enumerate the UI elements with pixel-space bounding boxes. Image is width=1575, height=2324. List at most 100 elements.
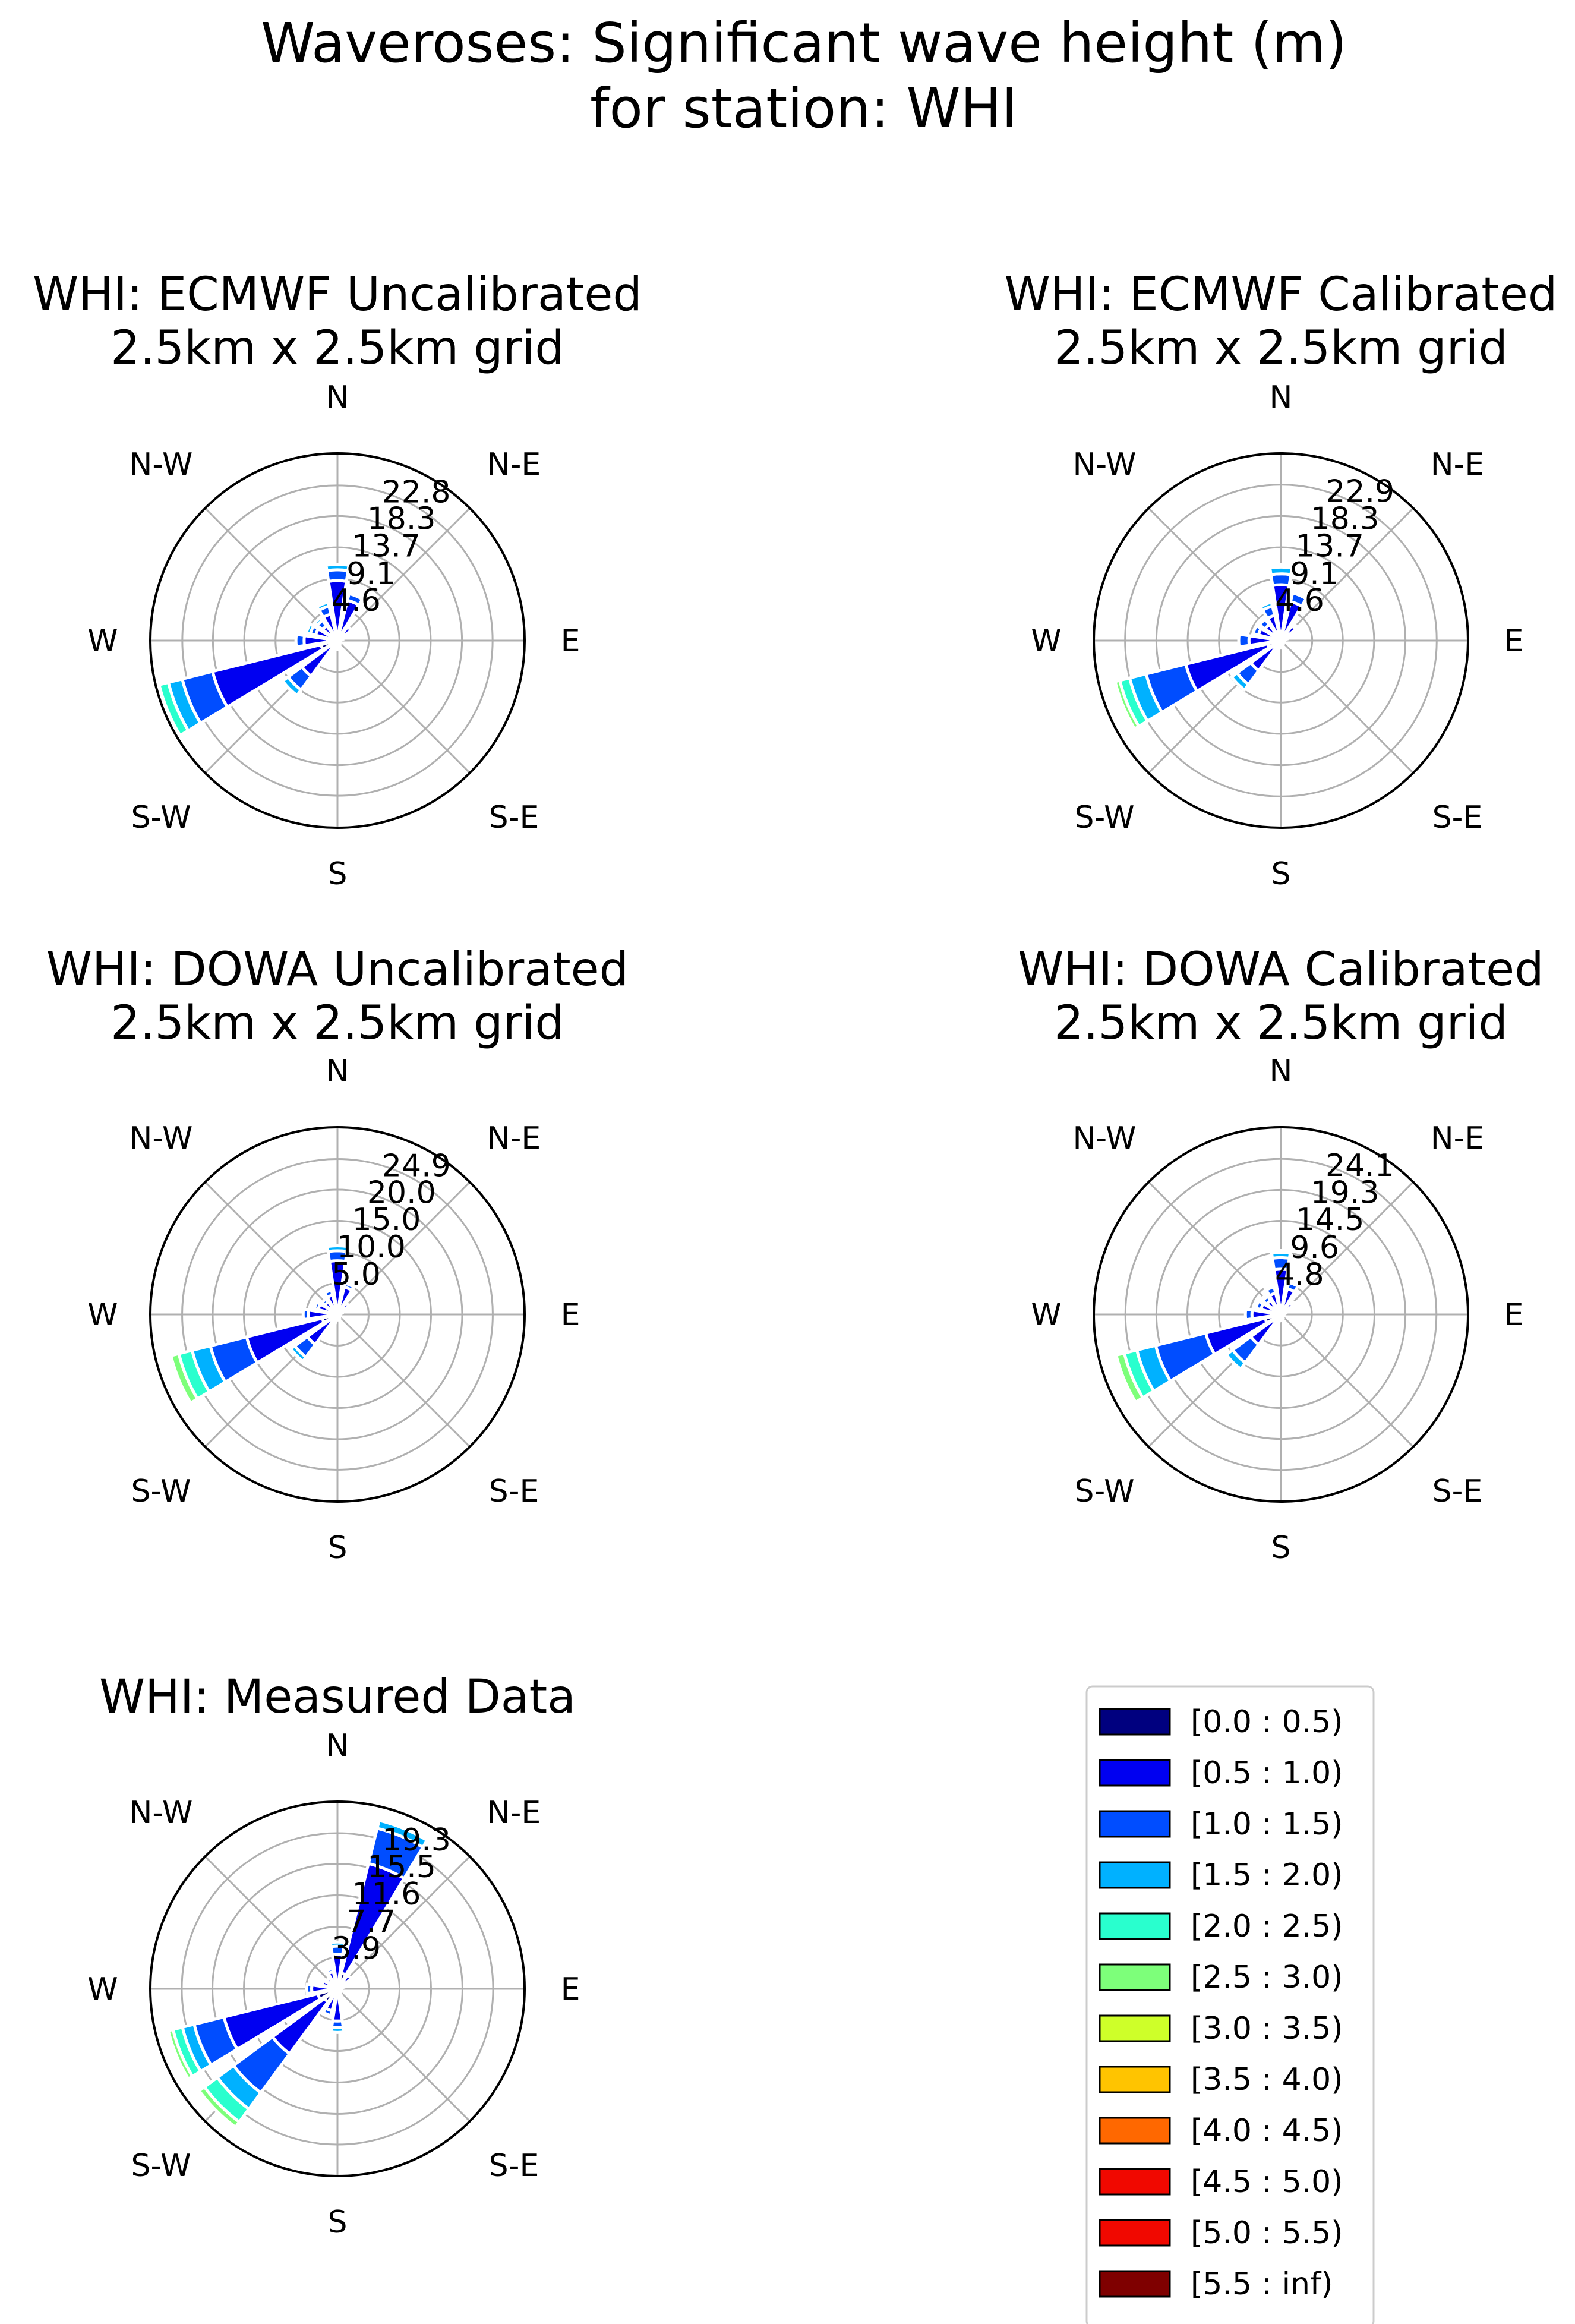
panel-subtitle: 2.5km x 2.5km grid bbox=[1054, 997, 1508, 1050]
petal-segment-dir-270-bin-2 bbox=[294, 632, 307, 649]
petal-segment-dir-0-bin-3 bbox=[324, 563, 351, 573]
petal-segment-dir-292.5-bin-2 bbox=[1254, 1299, 1265, 1311]
angular-gridline bbox=[336, 1988, 471, 2122]
radial-tick-label: 14.5 bbox=[1296, 1202, 1365, 1238]
legend-label: [2.5 : 3.0) bbox=[1191, 1960, 1343, 1995]
petal-segment-dir-225-bin-3 bbox=[280, 674, 304, 698]
radial-tick-label: 19.3 bbox=[382, 1822, 451, 1858]
radial-tick-label: 15.5 bbox=[367, 1849, 436, 1885]
compass-label-sw: S-W bbox=[131, 1474, 191, 1509]
compass-label-w: W bbox=[1031, 623, 1061, 659]
legend-label: [4.0 : 4.5) bbox=[1191, 2113, 1343, 2149]
radial-tick-label: 11.6 bbox=[352, 1877, 421, 1912]
compass-label-w: W bbox=[87, 1297, 118, 1333]
radial-tick-label: 10.0 bbox=[337, 1229, 406, 1265]
radial-tick-label: 19.3 bbox=[1311, 1175, 1380, 1211]
petal-segment-dir-315-bin-3 bbox=[1259, 1292, 1270, 1303]
angular-gridline bbox=[1280, 639, 1414, 774]
compass-label-se: S-E bbox=[489, 800, 539, 835]
compass-label-ne: N-E bbox=[1431, 1121, 1485, 1156]
petal-segment-dir-270-bin-2 bbox=[305, 1982, 314, 1995]
petal-segment-dir-337.5-bin-3 bbox=[1258, 600, 1274, 613]
radial-tick-label: 9.1 bbox=[346, 556, 396, 592]
petal-segment-dir-315-bin-3 bbox=[1255, 614, 1268, 627]
compass-label-ne: N-E bbox=[487, 447, 541, 483]
petal-segment-dir-0-bin-3 bbox=[325, 1244, 350, 1253]
petal-segment-dir-247.5-bin-5 bbox=[1114, 1351, 1145, 1405]
compass-label-e: E bbox=[561, 1297, 580, 1333]
legend: [0.0 : 0.5) [0.5 : 1.0) [1.0 : 1.5) [1.5 : … bbox=[1085, 1685, 1375, 2324]
angular-gridline bbox=[336, 1856, 471, 1990]
radial-tick-label: 5.0 bbox=[332, 1257, 381, 1292]
compass-label-s: S bbox=[327, 856, 347, 892]
compass-label-s: S bbox=[327, 2205, 347, 2240]
petal-segment-dir-22.5-bin-2 bbox=[345, 592, 365, 607]
compass-label-w: W bbox=[87, 623, 118, 659]
radial-tick-label: 13.7 bbox=[1295, 529, 1364, 565]
legend-label: [2.0 : 2.5) bbox=[1191, 1909, 1343, 1944]
radial-tick-label: 3.9 bbox=[332, 1931, 381, 1967]
panel-title: WHI: ECMWF Uncalibrated bbox=[33, 268, 642, 321]
compass-label-s: S bbox=[1271, 1530, 1290, 1566]
legend-label: [1.0 : 1.5) bbox=[1191, 1806, 1343, 1842]
radial-tick-label: 18.3 bbox=[367, 502, 436, 537]
petal-segment-dir-225-bin-3 bbox=[1224, 1348, 1248, 1371]
petal-segment-dir-0-bin-3 bbox=[329, 1940, 346, 1948]
legend-swatch bbox=[1099, 2014, 1171, 2042]
angular-gridline bbox=[204, 1181, 339, 1316]
compass-label-w: W bbox=[87, 1972, 118, 2007]
radial-tick-label: 4.6 bbox=[332, 583, 381, 619]
petal-segment-dir-337.5-bin-3 bbox=[315, 600, 331, 613]
petal-segment-dir-45-bin-2 bbox=[1289, 621, 1301, 632]
legend-swatch bbox=[1099, 1912, 1171, 1940]
radial-tick-label: 9.1 bbox=[1290, 556, 1339, 592]
compass-label-e: E bbox=[561, 1972, 580, 2007]
angular-gridline bbox=[1148, 507, 1282, 642]
legend-label: [0.5 : 1.0) bbox=[1191, 1755, 1343, 1791]
panel-title: WHI: DOWA Uncalibrated bbox=[46, 943, 629, 997]
panel-subtitle: 2.5km x 2.5km grid bbox=[111, 997, 564, 1050]
compass-label-w: W bbox=[1031, 1297, 1061, 1333]
radial-tick-label: 9.6 bbox=[1290, 1230, 1339, 1266]
polar-frame bbox=[1093, 452, 1469, 829]
angular-gridline bbox=[204, 507, 339, 642]
compass-label-sw: S-W bbox=[131, 800, 191, 835]
legend-label: [3.5 : 4.0) bbox=[1191, 2062, 1343, 2098]
compass-label-ne: N-E bbox=[487, 1121, 541, 1156]
petal-segment-dir-247.5-bin-5 bbox=[1113, 679, 1141, 731]
petal-segment-dir-337.5-bin-2 bbox=[322, 1288, 334, 1300]
radial-tick-label: 22.9 bbox=[1325, 474, 1394, 510]
radial-tick-label: 24.9 bbox=[382, 1148, 451, 1184]
angular-gridline bbox=[336, 1313, 471, 1448]
petal-segment-dir-292.5-bin-2 bbox=[313, 1300, 323, 1311]
petal-segment-dir-247.5-bin-4 bbox=[157, 680, 191, 738]
petal-segment-dir-270-bin-2 bbox=[301, 1307, 311, 1322]
panel-subtitle: 2.5km x 2.5km grid bbox=[111, 321, 564, 375]
compass-label-se: S-E bbox=[1432, 1474, 1483, 1509]
petal-segment-dir-315-bin-3 bbox=[312, 615, 325, 628]
legend-swatch bbox=[1099, 2270, 1171, 2298]
compass-label-ne: N-E bbox=[487, 1795, 541, 1831]
petal-segment-dir-247.5-bin-5 bbox=[166, 2027, 195, 2081]
compass-label-se: S-E bbox=[489, 2148, 539, 2184]
legend-label: [5.0 : 5.5) bbox=[1191, 2215, 1343, 2251]
legend-label: [3.0 : 3.5) bbox=[1191, 2011, 1343, 2046]
petal-segment-dir-22.5-bin-3 bbox=[1290, 588, 1310, 601]
radial-tick-label: 20.0 bbox=[367, 1175, 436, 1210]
petal-segment-dir-337.5-bin-3 bbox=[1262, 1282, 1276, 1292]
petal-segment-dir-292.5-bin-3 bbox=[304, 622, 316, 636]
petal-segment-dir-45-bin-2 bbox=[1287, 1298, 1298, 1308]
angular-gridline bbox=[336, 507, 471, 642]
angular-gridline bbox=[1280, 1181, 1414, 1316]
compass-label-sw: S-W bbox=[1074, 1474, 1134, 1509]
windrose-panel: WHI: Measured Data 3.97.711.615.519.3 N N-E… bbox=[87, 1670, 580, 2240]
angular-gridline bbox=[204, 1856, 339, 1990]
compass-label-e: E bbox=[1504, 1297, 1524, 1333]
polar-frame bbox=[1093, 1126, 1469, 1503]
petal-segment-dir-0-bin-4 bbox=[1267, 563, 1295, 570]
